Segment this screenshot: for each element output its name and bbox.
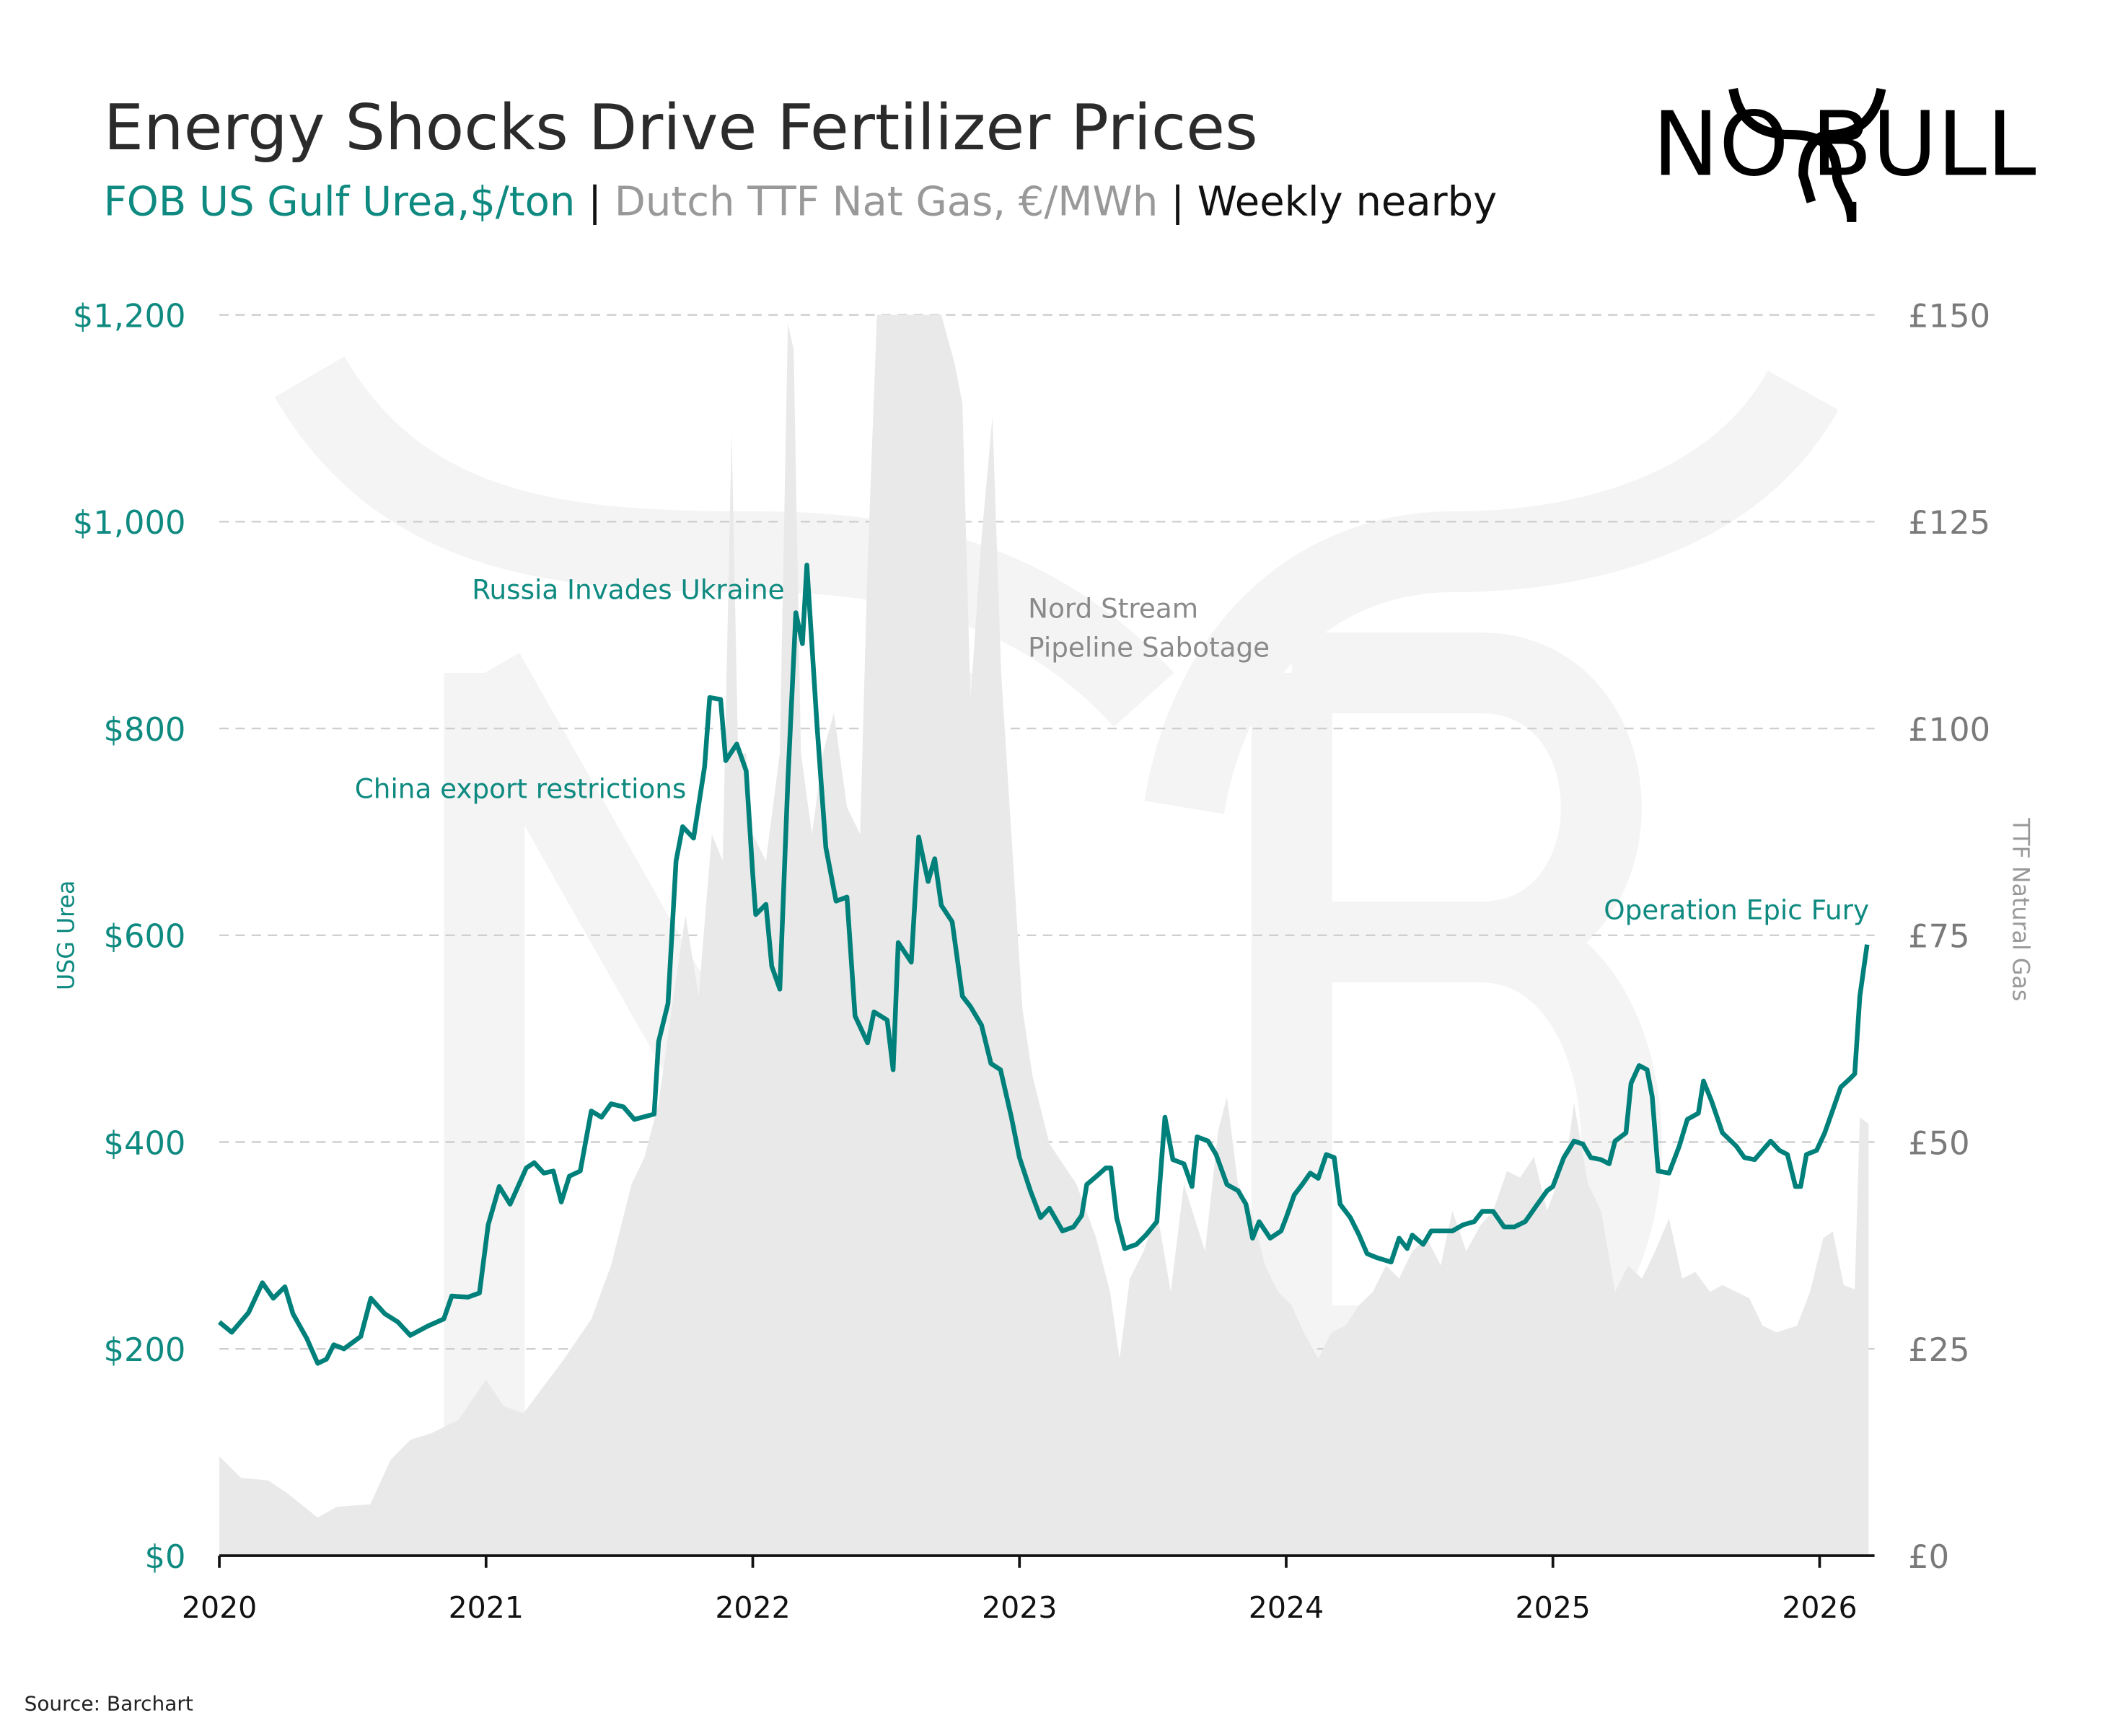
annotation-pipeline-sabotage: Pipeline Sabotage [1028,632,1270,664]
subtitle-frequency: Weekly nearby [1197,179,1498,226]
right-y-tick-label: £25 [1908,1331,1969,1369]
right-y-tick-label: £125 [1908,503,1990,542]
source-note: Source: Barchart [25,1692,193,1716]
left-y-tick-label: $0 [144,1538,185,1576]
subtitle-urea: FOB US Gulf Urea,$/ton [104,179,576,226]
annotation-operation-epic-fury: Operation Epic Fury [1604,894,1869,925]
left-y-tick-label: $1,000 [73,503,186,542]
urea-price-line [217,563,1870,1366]
watermark-logo [274,356,1839,1501]
x-tick-label: 2021 [449,1590,524,1625]
left-y-axis-ticks: $0 $200 $400 $600 $800 $1,000 $1,200 [73,296,186,1575]
left-y-tick-label: $800 [104,710,186,749]
left-y-tick-label: $1,200 [73,296,186,335]
x-tick-label: 2020 [182,1590,257,1625]
logo-horn-right [1798,87,1886,203]
x-tick-label: 2023 [982,1590,1057,1625]
subtitle-gas: Dutch TTF Nat Gas, €/MWh [615,179,1159,226]
logo-text-left: NO [1653,94,1789,197]
annotation-china-export-restrictions: China export restrictions [355,772,687,804]
x-tick-label: 2022 [715,1590,790,1625]
no-bull-logo: NO BULL [1653,87,2036,223]
chart-subtitle: FOB US Gulf Urea,$/ton | Dutch TTF Nat G… [104,179,1498,226]
right-axis-title: TTF Natural Gas [2008,817,2034,1001]
annotation-russia-invades-ukraine: Russia Invades Ukraine [472,573,784,605]
left-y-tick-label: $400 [104,1124,186,1162]
subtitle-separator: | [575,179,614,226]
right-y-tick-label: £75 [1908,917,1969,956]
left-y-tick-label: $200 [104,1331,186,1369]
right-y-tick-label: £150 [1908,296,1990,335]
right-y-axis-ticks: £0 £25 £50 £75 £100 £125 £150 [1908,296,1990,1575]
subtitle-separator: | [1158,179,1197,226]
left-y-tick-label: $600 [104,917,186,956]
x-tick-label: 2026 [1782,1590,1857,1625]
x-tick-label: 2025 [1516,1590,1591,1625]
x-tick-label: 2024 [1249,1590,1324,1625]
x-axis-ticks: 2020 2021 2022 2023 2024 2025 2026 [182,1555,1858,1625]
right-y-tick-label: £50 [1908,1124,1969,1162]
logo-text-right: BULL [1811,94,2036,197]
chart-title: Energy Shocks Drive Fertilizer Prices [104,91,1258,164]
annotation-nord-stream: Nord Stream [1028,592,1198,624]
right-y-tick-label: £0 [1908,1538,1949,1576]
right-y-tick-label: £100 [1908,710,1990,749]
ttf-gas-area [219,314,1869,1556]
left-axis-title: USG Urea [54,881,80,990]
